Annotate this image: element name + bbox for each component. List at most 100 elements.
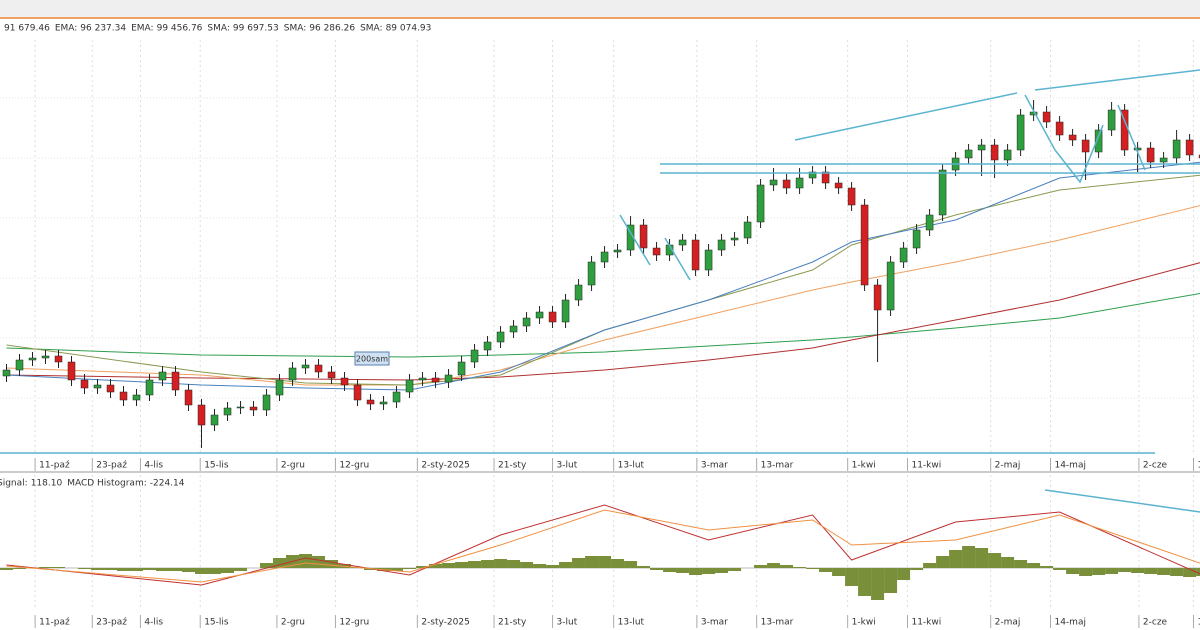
histogram-bar <box>442 563 456 568</box>
wave-line <box>1117 104 1146 171</box>
candle-body <box>184 389 193 406</box>
histogram-bar <box>52 567 66 568</box>
histogram-bar <box>455 562 469 568</box>
plot-layer <box>0 40 1200 628</box>
candle-body <box>67 361 76 381</box>
x-tick-label: 13-mar <box>761 618 794 628</box>
histogram-bar <box>273 558 287 568</box>
histogram-bar <box>0 568 14 570</box>
x-tick-label: 21-sty <box>498 618 527 628</box>
wave-line <box>664 237 691 281</box>
candle-body <box>561 299 570 323</box>
histogram-bar <box>780 565 794 568</box>
wave-line <box>619 214 651 266</box>
histogram-bar <box>1118 568 1132 572</box>
candle-body <box>366 399 375 405</box>
legend-name: EMA: <box>55 24 77 34</box>
candle-body <box>249 406 258 411</box>
annotation-box <box>354 351 390 366</box>
x-tick-label: 12-gru <box>339 618 369 628</box>
candle-body <box>1016 114 1025 151</box>
candle-body <box>795 177 804 189</box>
histogram-bar <box>169 568 183 571</box>
histogram-bar <box>130 568 144 571</box>
histogram-bar <box>416 566 430 568</box>
candle-body <box>1159 157 1168 163</box>
x-tick-label: 23-paź <box>96 461 127 471</box>
histogram-bar <box>39 567 53 568</box>
histogram-bar <box>1092 568 1106 575</box>
candle-body <box>301 364 310 369</box>
histogram-bar <box>299 554 313 568</box>
legend-name: EMA: <box>131 24 153 34</box>
legend-name: Signal: <box>0 479 28 489</box>
histogram-bar <box>793 567 807 568</box>
candle-body <box>704 249 713 271</box>
wave-line <box>1024 94 1104 184</box>
candle-body <box>275 379 284 396</box>
x-tick-label: 3-mar <box>701 461 728 471</box>
histogram-bar <box>1131 568 1145 573</box>
histogram-bar <box>117 568 131 571</box>
x-tick-label: 11-paź <box>39 618 70 628</box>
histogram-bar <box>143 568 157 570</box>
candle-body <box>470 349 479 363</box>
candle-body <box>353 384 362 401</box>
histogram-bar <box>1170 568 1184 576</box>
histogram-bar <box>637 566 651 568</box>
histogram-bar <box>221 568 235 573</box>
x-tick-label: 4-lis <box>144 461 163 471</box>
legend-name: SMA: <box>284 24 307 34</box>
candle-body <box>158 371 167 381</box>
x-tick-label: 23-paź <box>96 618 127 628</box>
x-tick-label: 15-lis <box>204 461 229 471</box>
histogram-bar <box>1105 568 1119 574</box>
histogram-bar <box>559 562 573 568</box>
candle-body <box>80 379 89 389</box>
x-tick-label: 11-kwi <box>911 461 941 471</box>
candle-body <box>1146 147 1155 163</box>
candle-body <box>899 247 908 263</box>
histogram-bar <box>325 560 339 568</box>
histogram-bar <box>1183 568 1197 577</box>
histogram-bar <box>598 556 612 568</box>
candle-body <box>769 179 778 186</box>
trend-line <box>794 92 1018 141</box>
histogram-bar <box>585 556 599 568</box>
histogram-bar <box>611 559 625 568</box>
indicator-line <box>6 205 1200 386</box>
candle-body <box>210 414 219 426</box>
histogram-bar <box>429 564 443 568</box>
candle-body <box>574 284 583 301</box>
histogram-bar <box>676 568 690 573</box>
x-tick-label: 21-sty <box>498 461 527 471</box>
legend-value: -224.14 <box>150 479 185 489</box>
histogram-bar <box>390 568 404 571</box>
histogram-bar <box>1157 568 1171 575</box>
candle-body <box>405 379 414 393</box>
candle-body <box>1042 111 1051 123</box>
candle-body <box>678 239 687 246</box>
legend-name: MACD Histogram: <box>67 479 147 489</box>
candle-body <box>756 184 765 223</box>
candle-body <box>1094 129 1103 153</box>
candle-body <box>535 311 544 319</box>
indicator-line <box>6 504 1200 586</box>
histogram-bar <box>1144 568 1158 574</box>
candle-body <box>522 317 531 327</box>
x-tick-label: 2-cze <box>1143 618 1168 628</box>
histogram-bar <box>468 561 482 568</box>
candle-body <box>392 391 401 403</box>
candle-body <box>912 229 921 249</box>
histogram-bar <box>936 556 950 568</box>
histogram-bar <box>1040 566 1054 568</box>
histogram-bar <box>1053 568 1067 570</box>
trend-line <box>1034 69 1200 91</box>
candle-body <box>327 371 336 379</box>
candle-body <box>587 261 596 286</box>
candle-body <box>548 311 557 323</box>
histogram-bar <box>624 561 638 568</box>
candle-body <box>1003 149 1012 161</box>
candle-body <box>925 214 934 231</box>
